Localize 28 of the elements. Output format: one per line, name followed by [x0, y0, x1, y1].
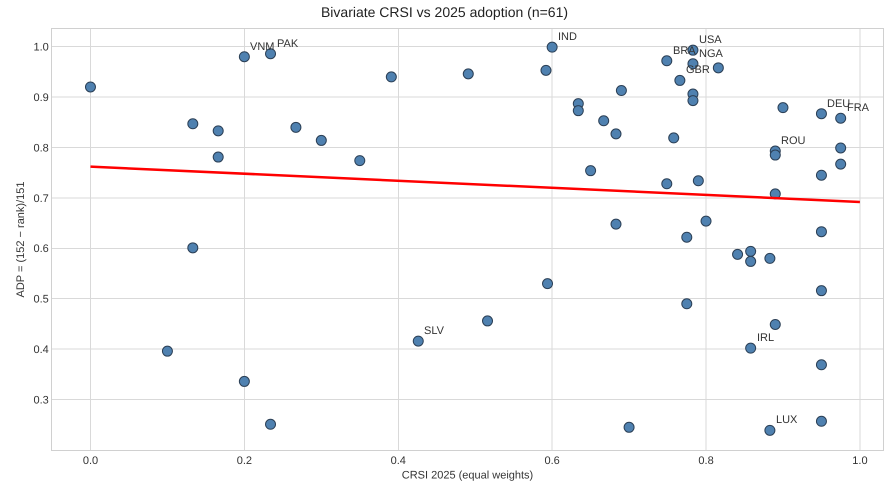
annotation: NGA: [699, 48, 724, 60]
y-axis-title: ADP = (152 − rank)/151: [15, 182, 28, 298]
x-tick-label: 0.4: [390, 455, 406, 468]
y-tick-label: 1.0: [34, 42, 49, 54]
y-tick-label: 0.4: [34, 344, 49, 356]
annotation: PAK: [277, 38, 299, 50]
x-axis-title: CRSI 2025 (equal weights): [402, 469, 534, 482]
annotation: IRL: [757, 332, 774, 344]
x-tick-label: 0.0: [82, 455, 98, 468]
x-tick-label: 0.2: [236, 455, 252, 468]
x-tick-label: 0.8: [698, 455, 714, 468]
x-tick-label: 0.6: [544, 455, 560, 468]
y-tick-label: 0.7: [34, 192, 49, 205]
annotation: FRA: [847, 102, 870, 114]
annotation: VNM: [250, 41, 274, 53]
x-tick-label: 1.0: [852, 455, 868, 468]
y-tick-label: 0.3: [34, 394, 49, 406]
annotation: USA: [699, 34, 722, 46]
annotation: GBR: [686, 64, 710, 76]
y-tick-label: 0.8: [34, 142, 49, 154]
annotation: IND: [558, 31, 577, 43]
y-tick-label: 0.6: [34, 243, 49, 256]
chart-title: Bivariate CRSI vs 2025 adoption (n=61): [320, 4, 568, 20]
annotation: SLV: [424, 325, 445, 337]
annotation: LUX: [776, 414, 798, 426]
y-tick-label: 0.5: [34, 294, 49, 306]
annotation: ROU: [781, 135, 806, 147]
y-tick-label: 0.9: [34, 92, 49, 104]
